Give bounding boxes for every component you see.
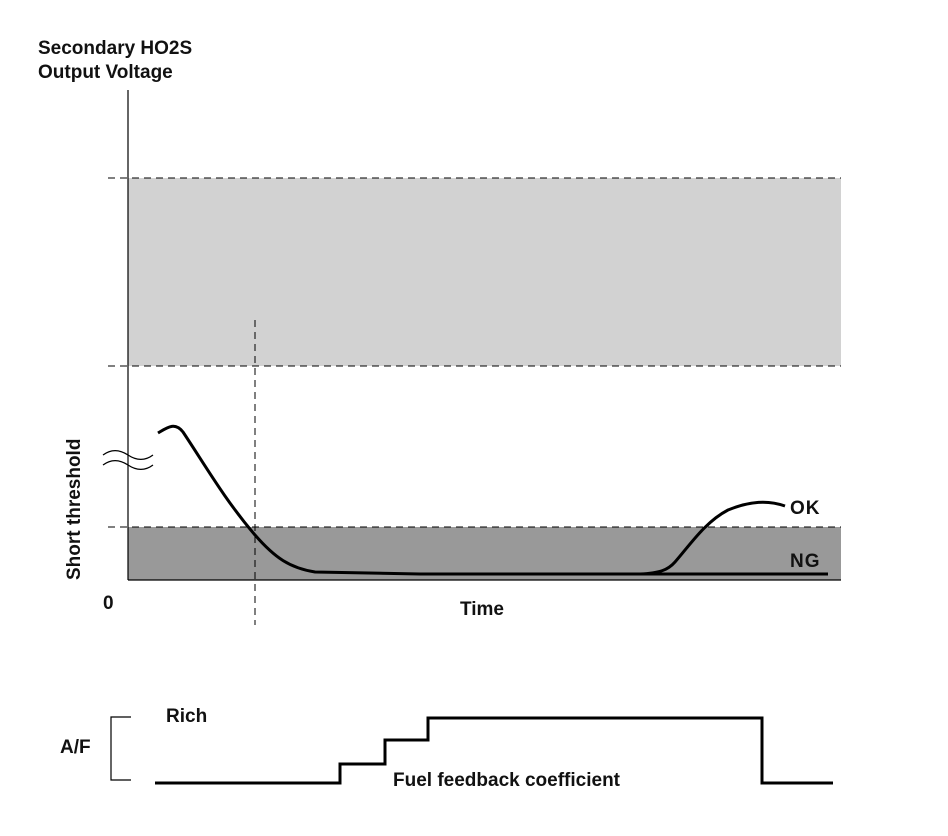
rich-label: Rich <box>166 706 208 727</box>
upper-voltage-band <box>128 178 841 366</box>
fuel-feedback-label: Fuel feedback coefficient <box>393 770 621 791</box>
y-axis-title-line2: Output Voltage <box>38 62 173 83</box>
fuel-feedback-step-line <box>155 716 833 785</box>
ng-zone-band <box>128 527 841 580</box>
time-axis-label: Time <box>460 599 505 620</box>
ok-label: OK <box>790 498 821 519</box>
ng-label: NG <box>790 551 821 572</box>
ng-curve <box>157 424 828 576</box>
origin-label: 0 <box>103 593 114 614</box>
y-axis-title-line1: Secondary HO2S <box>38 38 193 59</box>
ok-curve <box>639 500 786 576</box>
short-threshold-label: Short threshold <box>64 438 85 580</box>
axis-break-icon <box>102 449 154 471</box>
af-label: A/F <box>60 737 91 758</box>
af-bracket <box>110 716 131 781</box>
